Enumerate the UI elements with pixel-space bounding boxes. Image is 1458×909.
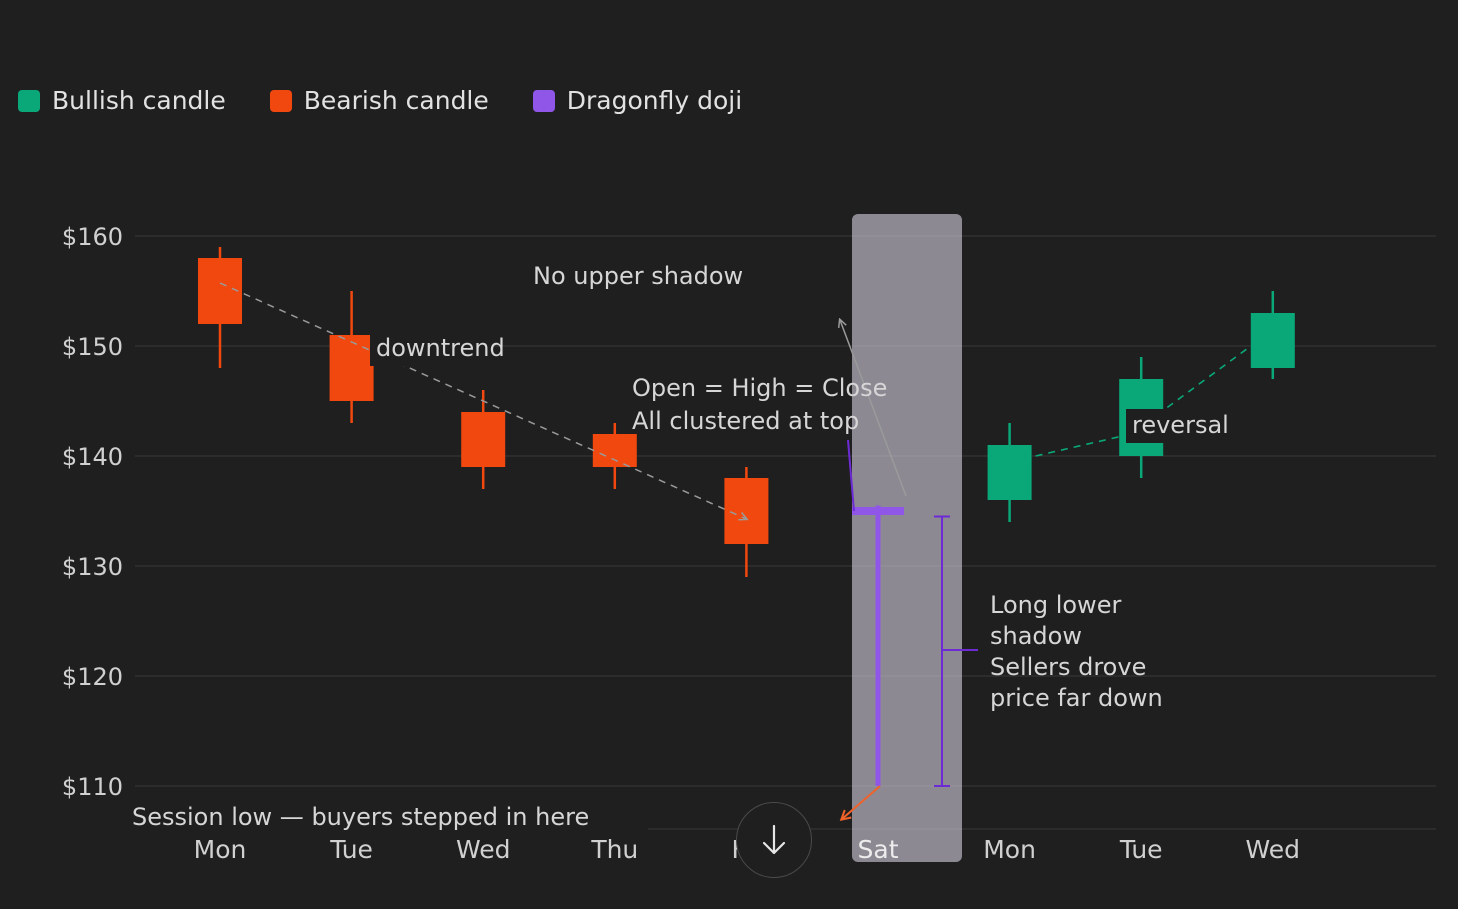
candle-body	[329, 335, 374, 401]
legend-label-bullish: Bullish candle	[52, 86, 226, 115]
bullish-swatch	[18, 89, 40, 112]
downtrend-label: downtrend	[376, 334, 505, 362]
y-tick-label: $160	[62, 223, 123, 251]
x-tick-label: Wed	[1246, 835, 1301, 864]
candle-body	[198, 258, 242, 324]
downtrend-line	[219, 282, 746, 519]
reversal-line	[1035, 345, 1252, 457]
y-tick-label: $140	[62, 443, 123, 471]
x-tick-label: Mon	[983, 835, 1036, 864]
legend-label-bearish: Bearish candle	[303, 86, 489, 115]
candle-body	[987, 445, 1032, 500]
ohc-label-line2: All clustered at top	[632, 407, 859, 435]
ohc-label-line1: Open = High = Close	[632, 374, 887, 402]
legend-item-doji: Dragonfly doji	[532, 86, 743, 115]
lower-shadow-label-line: price far down	[990, 684, 1163, 712]
downtrend-label-bg	[370, 332, 495, 366]
candle-body	[724, 478, 769, 544]
x-tick-label: Wed	[456, 835, 511, 864]
legend: Bullish candle Bearish candle Dragonfly …	[18, 86, 742, 115]
x-tick-label: Tue	[329, 835, 373, 864]
doji-highlight-band	[852, 214, 962, 862]
session-low-arrow	[842, 785, 881, 819]
y-tick-label: $150	[62, 333, 123, 361]
reversal-label-bg	[1126, 409, 1238, 443]
no-upper-shadow-label: No upper shadow	[533, 262, 743, 290]
ohc-pointer	[847, 439, 855, 512]
legend-label-doji: Dragonfly doji	[566, 86, 743, 115]
reversal-label: reversal	[1132, 411, 1229, 439]
y-tick-label: $130	[62, 553, 123, 581]
lower-shadow-label-line: Sellers drove	[990, 653, 1146, 681]
lower-shadow-label-line: Long lower	[990, 591, 1121, 619]
scroll-down-button[interactable]	[736, 802, 812, 878]
candle-body	[592, 434, 637, 467]
session-low-label: Session low — buyers stepped in here	[132, 803, 589, 831]
x-tick-label: Sat	[858, 835, 899, 864]
x-tick-label: Tue	[1119, 835, 1163, 864]
x-tick-label: Mon	[194, 835, 247, 864]
x-tick-label: Thu	[590, 835, 638, 864]
y-tick-label: $110	[62, 773, 123, 801]
legend-item-bullish: Bullish candle	[18, 86, 226, 115]
no-upper-shadow-pointer	[840, 320, 907, 497]
candle-body	[1250, 313, 1295, 368]
lower-shadow-bracket	[934, 515, 978, 787]
candle-body	[461, 412, 506, 467]
bearish-swatch	[269, 89, 292, 112]
lower-shadow-label-line: shadow	[990, 622, 1082, 650]
doji-swatch	[532, 89, 555, 112]
arrow-down-icon	[762, 824, 786, 855]
doji-body	[852, 507, 904, 515]
y-tick-label: $120	[62, 663, 123, 691]
legend-item-bearish: Bearish candle	[269, 86, 489, 115]
